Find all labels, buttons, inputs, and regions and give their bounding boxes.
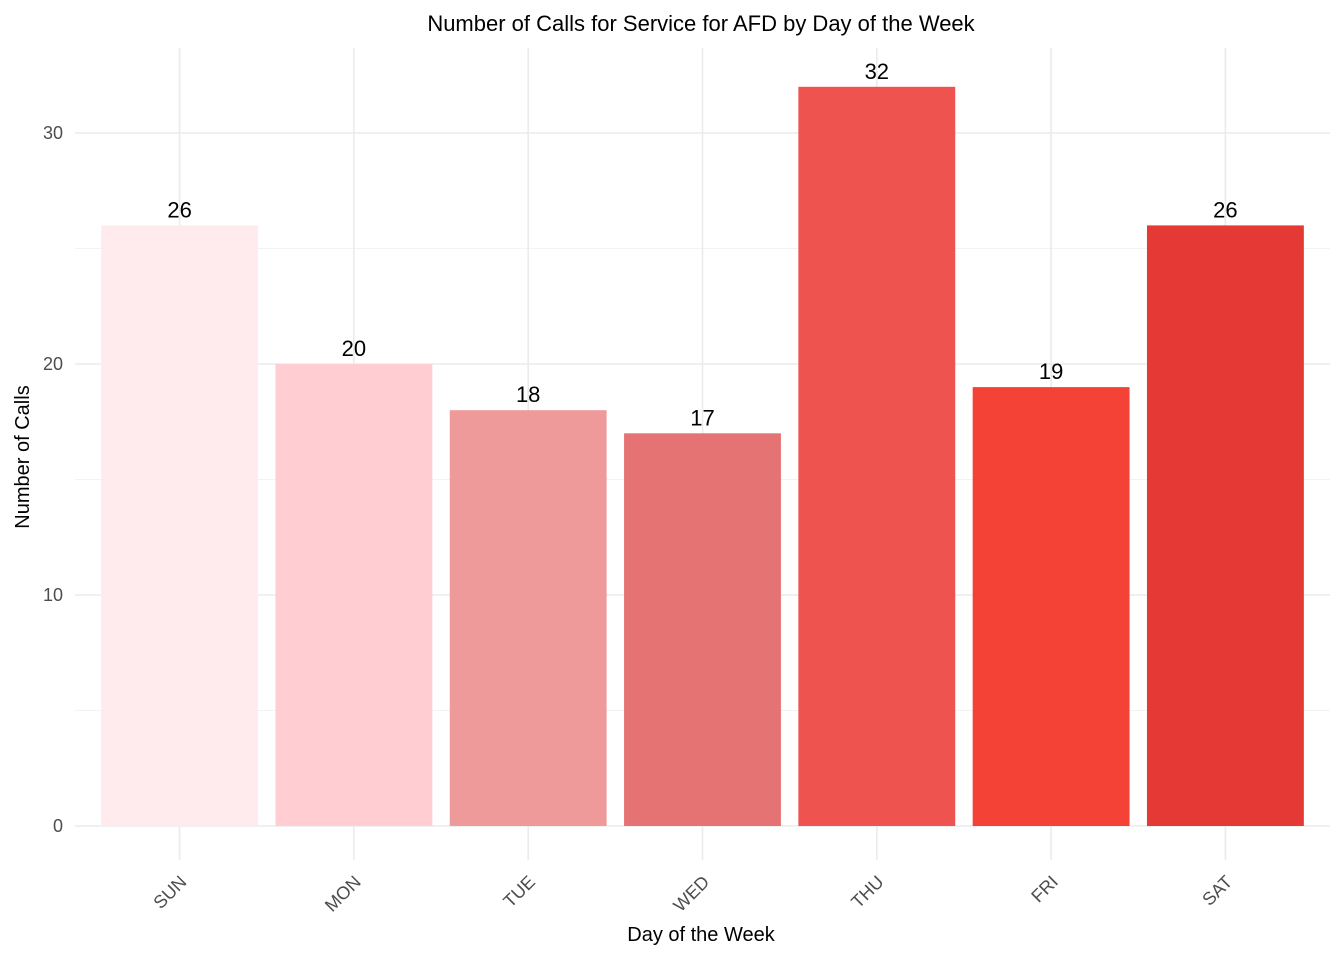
y-tick-label: 10 (43, 585, 63, 605)
bar-sat (1146, 225, 1304, 826)
data-label-sat: 26 (1213, 197, 1237, 222)
data-label-wed: 17 (690, 405, 714, 430)
x-axis-title: Day of the Week (627, 924, 775, 946)
x-tick-label-fri: FRI (1027, 872, 1062, 907)
y-tick-label: 0 (53, 816, 63, 836)
data-label-fri: 19 (1039, 359, 1063, 384)
data-label-thu: 32 (865, 59, 889, 84)
chart-title: Number of Calls for Service for AFD by D… (427, 11, 975, 36)
bar-thu (798, 86, 956, 827)
x-tick-label-sun: SUN (149, 872, 190, 913)
x-axis-ticks: SUN MON TUE WED THU FRI SAT (149, 872, 1236, 916)
y-tick-label: 30 (43, 123, 63, 143)
data-label-sun: 26 (167, 197, 191, 222)
x-tick-label-wed: WED (669, 872, 713, 916)
x-tick-label-mon: MON (321, 872, 365, 916)
x-tick-label-sat: SAT (1198, 872, 1236, 910)
bar-wed (624, 433, 781, 826)
data-label-mon: 20 (342, 336, 366, 361)
bars (101, 86, 1304, 827)
data-label-tue: 18 (516, 382, 540, 407)
x-tick-label-thu: THU (847, 872, 887, 912)
y-axis-title: Number of Calls (12, 385, 34, 528)
bar-mon (275, 364, 433, 826)
bar-sun (101, 225, 259, 826)
x-tick-label-tue: TUE (499, 872, 539, 912)
data-labels: 26 20 18 17 32 19 26 (167, 59, 1237, 430)
bar-fri (972, 387, 1130, 826)
y-axis-ticks: 0 10 20 30 (43, 123, 63, 836)
bar-tue (449, 410, 607, 826)
y-tick-label: 20 (43, 354, 63, 374)
